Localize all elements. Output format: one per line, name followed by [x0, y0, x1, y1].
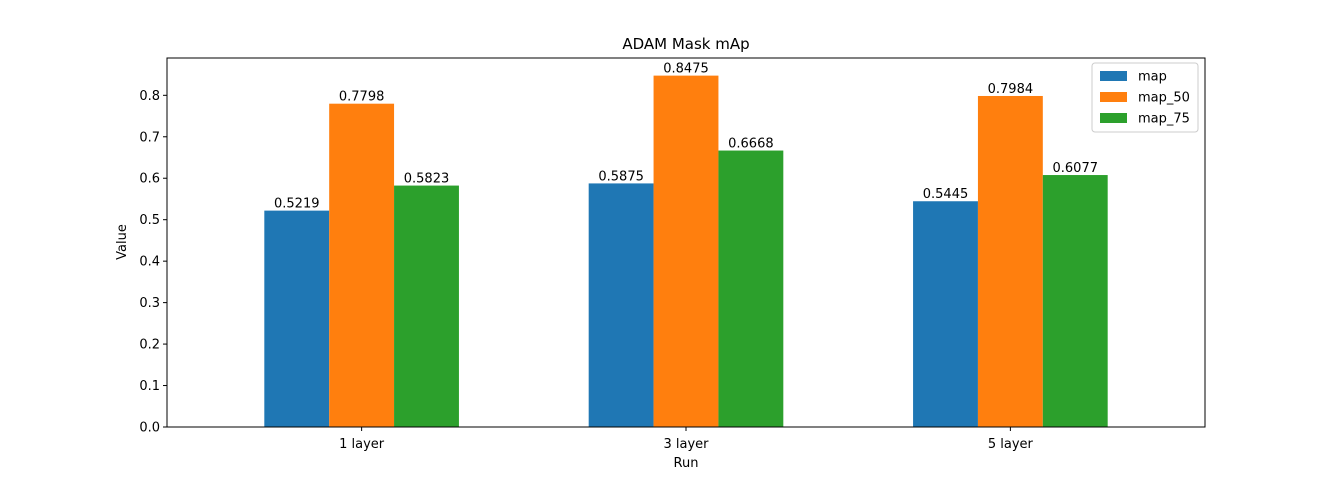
bar-map_75-2 [1042, 175, 1108, 427]
bar-value-label: 0.7798 [339, 90, 385, 105]
bar-map_50-1 [653, 75, 719, 427]
bar-value-label: 0.6077 [1053, 161, 1099, 176]
bar-map_75-0 [394, 185, 459, 427]
bar-map-1 [588, 183, 654, 427]
legend-swatch-map_75 [1100, 113, 1127, 123]
bar-map_75-1 [718, 150, 784, 427]
legend: map map_50 map_75 [1091, 62, 1199, 133]
legend-label: map [1138, 70, 1167, 85]
bar-value-label: 0.5219 [274, 197, 320, 212]
y-tick-label: 0.7 [139, 130, 160, 145]
bar-value-label: 0.8475 [663, 62, 709, 77]
x-tick-label: 3 layer [663, 437, 709, 452]
bar-map_50-0 [329, 103, 395, 427]
bar-map-2 [913, 201, 978, 427]
y-tick-label: 0.6 [139, 172, 160, 187]
bar-labels: 0.5219 0.5875 0.5445 0.7798 0.8475 0.7984 0.58… [274, 62, 1098, 212]
y-axis-label: Value [115, 224, 130, 260]
bar-map_50-2 [977, 95, 1043, 428]
y-tick-label: 0.3 [139, 296, 160, 311]
plot-frame [166, 57, 1206, 428]
legend-swatch-map_50 [1100, 92, 1127, 102]
bar-value-label: 0.6668 [728, 137, 774, 152]
bar-map-0 [264, 210, 330, 427]
legend-swatch-map [1100, 71, 1127, 81]
legend-label: map_50 [1138, 91, 1190, 106]
chart-title: ADAM Mask mAp [622, 35, 749, 53]
y-tick-label: 0.0 [139, 421, 160, 436]
bar-value-label: 0.7984 [988, 82, 1034, 97]
x-axis: 1 layer 3 layer 5 layer [339, 427, 1034, 452]
y-tick-label: 0.2 [139, 338, 160, 353]
bar-value-label: 0.5445 [923, 187, 969, 202]
y-tick-label: 0.4 [139, 255, 160, 270]
bar-value-label: 0.5823 [404, 172, 450, 187]
y-axis: 0.0 0.1 0.2 0.3 0.4 0.5 0.6 0.7 0.8 [139, 89, 167, 436]
x-tick-label: 1 layer [339, 437, 385, 452]
legend-label: map_75 [1138, 112, 1190, 127]
y-tick-label: 0.8 [139, 89, 160, 104]
y-tick-label: 0.5 [139, 213, 160, 228]
bars [264, 75, 1108, 428]
x-axis-label: Run [674, 456, 699, 471]
y-tick-label: 0.1 [139, 379, 160, 394]
x-tick-label: 5 layer [988, 437, 1034, 452]
bar-value-label: 0.5875 [598, 169, 644, 184]
